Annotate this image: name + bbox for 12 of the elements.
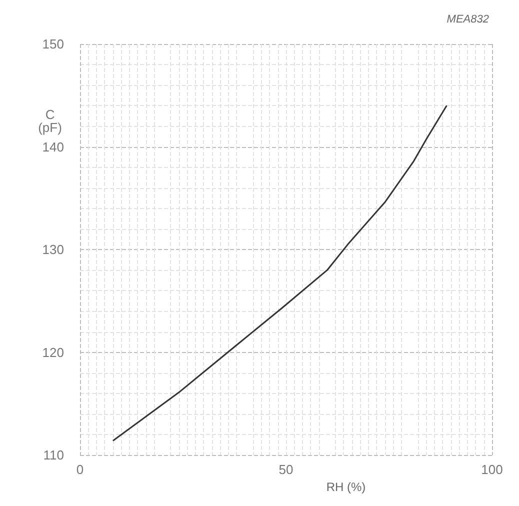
y-tick-label: 130 xyxy=(42,242,64,258)
x-axis-title: RH (%) xyxy=(326,480,366,494)
y-tick-label: 140 xyxy=(42,139,64,154)
text: MEA832 xyxy=(446,14,490,26)
y-axis-title: C (pF) xyxy=(38,107,62,135)
x-tick-label: 100 xyxy=(481,462,503,478)
y-tick-label: 120 xyxy=(42,344,64,360)
y-tick-label: 110 xyxy=(43,448,64,463)
x-tick-label: 0 xyxy=(76,462,84,478)
y-tick-label: 150 xyxy=(42,36,64,52)
x-tick-label: 50 xyxy=(278,462,294,478)
line-series xyxy=(112,104,448,442)
